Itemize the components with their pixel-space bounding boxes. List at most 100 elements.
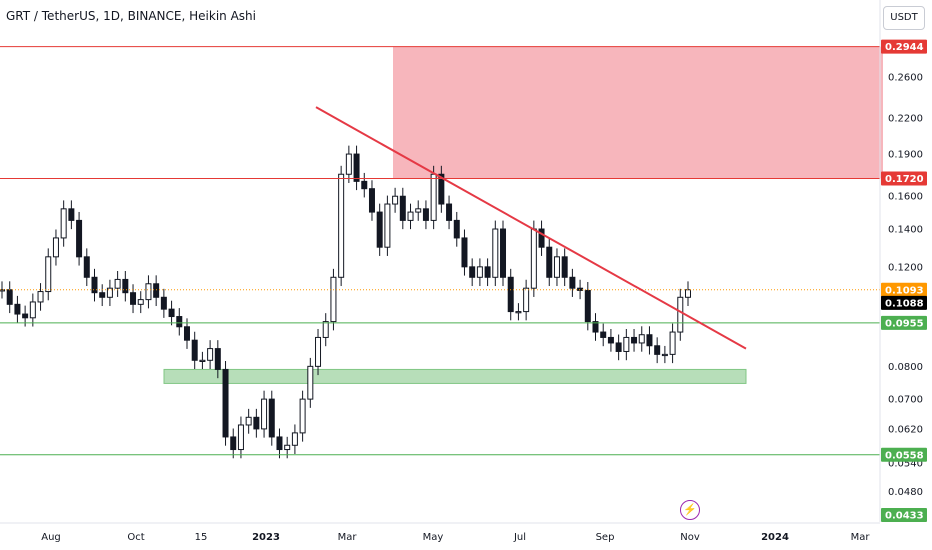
candle	[553, 256, 560, 278]
candle	[60, 208, 67, 239]
candle	[661, 353, 668, 357]
price-tick-label: 0.0800	[888, 362, 923, 373]
candle	[245, 416, 252, 426]
time-tick-label: Nov	[680, 532, 700, 543]
price-badge-label: 0.2944	[885, 42, 924, 53]
time-tick-label: Sep	[596, 532, 615, 543]
price-axis: 0.2600 0.2200 0.1900 0.1600 0.1400 0.1200 0.08…	[879, 0, 930, 522]
candle	[646, 334, 653, 347]
candle	[353, 153, 360, 182]
candle	[276, 436, 283, 451]
candle	[52, 237, 59, 258]
price-badge	[881, 508, 927, 522]
trendline[interactable]	[315, 106, 747, 350]
candle	[523, 287, 530, 313]
candle	[22, 313, 29, 319]
candle	[29, 301, 36, 319]
candle	[368, 188, 375, 213]
candle	[160, 296, 167, 310]
time-tick-label: Mar	[851, 532, 871, 543]
price-badge-label: 0.0433	[885, 511, 924, 522]
candle	[168, 308, 175, 318]
support-zone[interactable]	[163, 368, 747, 384]
candle	[68, 208, 75, 221]
candle	[415, 208, 422, 213]
candle	[476, 266, 483, 278]
candle	[230, 436, 237, 451]
time-tick-label: 15	[195, 532, 208, 543]
candle	[176, 316, 183, 328]
lightning-bolt-icon[interactable]: ⚡	[680, 500, 700, 520]
candle	[237, 424, 244, 451]
candle	[0, 289, 5, 292]
candle	[145, 283, 152, 301]
candle	[183, 326, 190, 341]
candle	[99, 292, 106, 298]
price-tick-label: 0.0480	[888, 487, 923, 498]
price-tick-label: 0.1400	[888, 225, 923, 236]
candle	[76, 219, 83, 258]
price-tick-label: 0.0700	[888, 395, 923, 406]
candle	[153, 283, 160, 298]
price-badge-label: 0.1093	[885, 285, 924, 296]
time-tick-label: 2023	[252, 532, 280, 543]
candle	[130, 292, 137, 305]
price-badge	[881, 315, 927, 330]
candle	[222, 368, 229, 438]
candle	[669, 331, 676, 355]
candle	[83, 256, 90, 278]
candle	[430, 173, 437, 221]
candle	[345, 153, 352, 175]
candle	[469, 266, 476, 278]
candle	[114, 278, 121, 289]
candle	[530, 228, 537, 289]
candle	[361, 180, 368, 190]
time-tick-label: Jul	[513, 532, 526, 543]
candle	[191, 339, 198, 361]
price-tick-label: 0.2200	[888, 114, 923, 125]
candle	[492, 228, 499, 278]
price-badge	[881, 447, 927, 462]
candle	[615, 342, 622, 352]
candle	[446, 203, 453, 221]
candle	[592, 321, 599, 333]
candle	[546, 246, 553, 278]
candle	[315, 336, 322, 367]
candle	[14, 303, 21, 315]
candle	[392, 195, 399, 205]
candle	[253, 416, 260, 430]
candle-series	[0, 145, 691, 459]
candle	[584, 289, 591, 323]
candle	[623, 336, 630, 352]
candle	[507, 276, 514, 313]
candle	[299, 398, 306, 434]
price-tick-label: 0.1900	[888, 150, 923, 161]
crosshair-label: 0.1088	[885, 298, 924, 309]
price-tick-label: 0.1600	[888, 192, 923, 203]
candle	[461, 237, 468, 268]
candle	[330, 276, 337, 323]
candle	[515, 311, 522, 314]
price-badge-label: 0.1720	[885, 174, 924, 185]
currency-button[interactable]: USDT	[883, 6, 925, 30]
candle	[284, 444, 291, 451]
candle	[484, 266, 491, 278]
candle	[638, 334, 645, 344]
candle	[453, 219, 460, 239]
candle	[422, 208, 429, 221]
time-tick-label: Aug	[41, 532, 61, 543]
candle	[199, 359, 206, 362]
candle	[561, 256, 568, 278]
resistance-zone[interactable]	[393, 46, 883, 179]
price-tick-label: 0.0620	[888, 424, 923, 435]
candle	[207, 348, 214, 361]
candle	[122, 278, 129, 294]
candle	[91, 276, 98, 294]
candle	[6, 289, 13, 305]
candle	[654, 345, 661, 355]
candle	[261, 398, 268, 430]
crosshair-badge	[881, 295, 927, 310]
candle	[338, 173, 345, 278]
candle	[322, 321, 329, 338]
